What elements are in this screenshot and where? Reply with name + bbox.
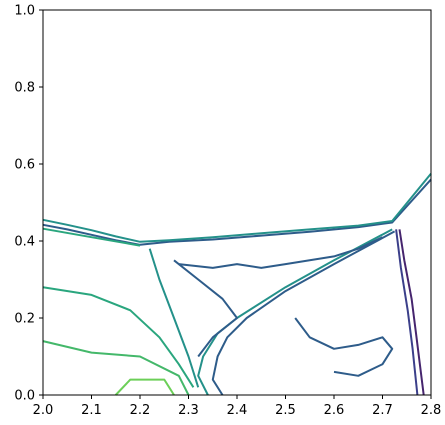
y-tick-label: 0.2: [14, 312, 35, 327]
y-tick-label: 1.0: [14, 4, 35, 19]
x-tick-label: 2.0: [33, 403, 54, 418]
contour-line: [395, 229, 419, 396]
contour-line: [294, 317, 394, 377]
contour-line: [148, 248, 200, 388]
contour-line: [197, 228, 393, 396]
x-axis: 2.0 2.1 2.2 2.3 2.4 2.5 2.6 2.7 2.8: [33, 395, 442, 418]
x-tick-label: 2.3: [178, 403, 199, 418]
y-axis: 0.0 0.2 0.4 0.6 0.8 1.0: [14, 4, 43, 404]
y-tick-label: 0.8: [14, 81, 35, 96]
x-tick-label: 2.5: [275, 403, 296, 418]
x-tick-label: 2.4: [227, 403, 248, 418]
y-tick-label: 0.0: [14, 389, 35, 404]
y-tick-label: 0.4: [14, 235, 35, 250]
contour-line: [42, 227, 141, 247]
x-tick-label: 2.7: [372, 403, 393, 418]
contour-line: [211, 230, 396, 396]
contour-line: [42, 178, 432, 246]
x-tick-label: 2.6: [324, 403, 345, 418]
contour-line: [398, 229, 425, 396]
x-tick-label: 2.8: [421, 403, 442, 418]
plot-frame: [42, 9, 432, 396]
contour-line: [173, 259, 238, 358]
contour-line: [178, 236, 383, 269]
contour-line: [42, 340, 190, 396]
contour-lines: [42, 172, 432, 396]
contour-line: [42, 172, 432, 243]
y-tick-label: 0.6: [14, 158, 35, 173]
x-tick-label: 2.2: [130, 403, 151, 418]
contour-line: [114, 378, 175, 396]
x-tick-label: 2.1: [81, 403, 102, 418]
contour-line: [42, 286, 195, 388]
